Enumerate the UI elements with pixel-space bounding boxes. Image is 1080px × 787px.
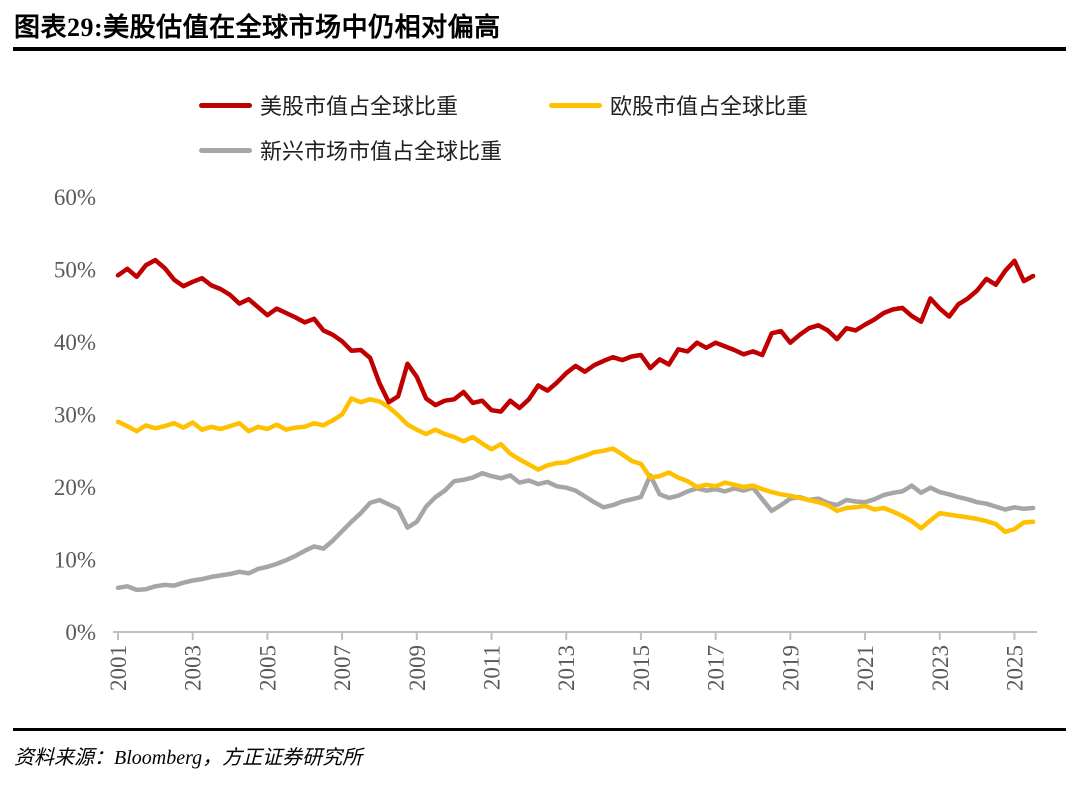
legend-label-emerging-markets: 新兴市场市值占全球比重 (260, 139, 503, 164)
x-tick-label-2013: 2013 (554, 645, 579, 691)
legend-label-europe: 欧股市值占全球比重 (610, 94, 809, 119)
x-tick-label-2007: 2007 (330, 645, 355, 691)
x-tick-label-2023: 2023 (928, 645, 953, 691)
y-tick-label-60: 60% (54, 185, 96, 210)
legend-label-us: 美股市值占全球比重 (260, 94, 459, 119)
europe-series-swatch (549, 102, 602, 108)
x-tick-label-2017: 2017 (704, 645, 729, 691)
x-tick-label-2025: 2025 (1002, 645, 1027, 691)
series-line-em (115, 470, 1036, 593)
y-tick-label-40: 40% (54, 330, 96, 355)
legend-item-emerging-markets: 新兴市场市值占全球比重 (199, 134, 502, 166)
x-tick-label-2019: 2019 (778, 645, 803, 691)
x-tick-label-2003: 2003 (181, 645, 206, 691)
series-line-us (115, 257, 1036, 414)
legend-item-europe: 欧股市值占全球比重 (549, 89, 808, 121)
title-underline-rule (13, 47, 1066, 51)
x-tick-label-2009: 2009 (405, 645, 430, 691)
x-tick-label-2001: 2001 (106, 645, 131, 691)
line-chart-plot: 0% 10% 20% 30% 40% 50% 60% 2001 2003 2005 2007 2009… (54, 185, 1037, 691)
x-tick-label-2021: 2021 (853, 645, 878, 691)
y-tick-label-30: 30% (54, 403, 96, 428)
emerging-markets-series-swatch (199, 147, 252, 153)
x-tick-label-2015: 2015 (629, 645, 654, 691)
y-tick-label-0: 0% (65, 620, 96, 645)
series-line-europe (115, 396, 1036, 535)
legend-item-us: 美股市值占全球比重 (199, 89, 458, 121)
us-series-swatch (199, 102, 252, 108)
footer-rule (13, 728, 1066, 731)
chart-title: 图表29:美股估值在全球市场中仍相对偏高 (14, 13, 501, 42)
y-tick-label-50: 50% (54, 258, 96, 283)
x-tick-label-2005: 2005 (255, 645, 280, 691)
x-tick-label-2011: 2011 (480, 645, 505, 690)
y-tick-label-20: 20% (54, 475, 96, 500)
y-tick-label-10: 10% (54, 548, 96, 573)
source-note: 资料来源：Bloomberg，方正证券研究所 (14, 747, 363, 769)
